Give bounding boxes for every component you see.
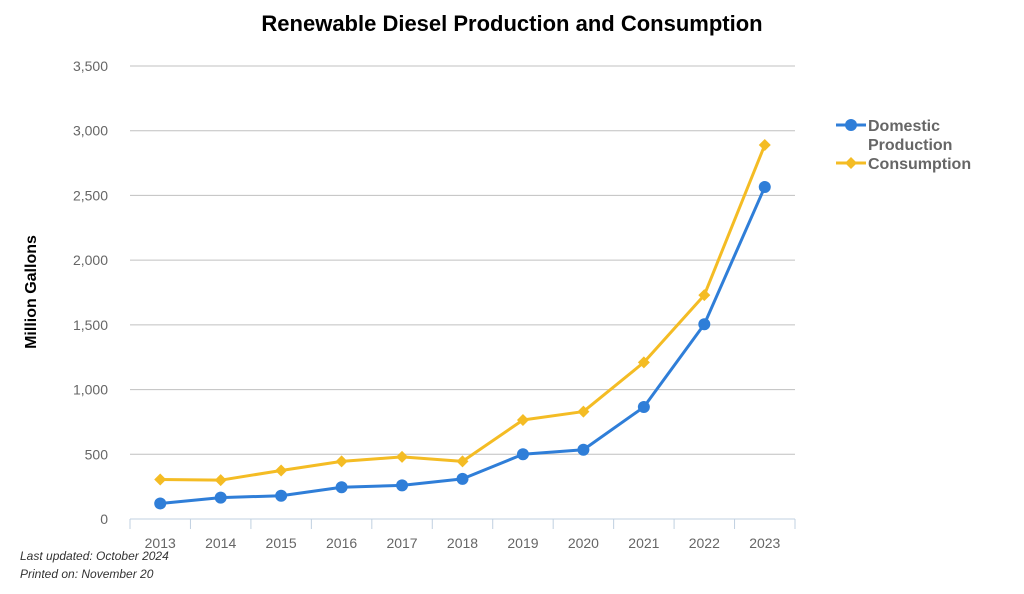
legend-marker [845, 157, 857, 169]
data-point [214, 474, 227, 487]
data-point [698, 318, 711, 331]
data-point [637, 356, 650, 369]
data-point [275, 464, 288, 477]
legend-marker [845, 119, 857, 131]
data-point [456, 455, 469, 468]
y-tick-label: 2,000 [73, 252, 108, 268]
y-tick-label: 2,500 [73, 187, 108, 203]
legend-label: Consumption [868, 156, 971, 173]
data-point [456, 472, 469, 485]
y-tick-label: 0 [100, 511, 108, 527]
x-tick-label: 2015 [266, 535, 297, 551]
y-tick-label: 3,000 [73, 123, 108, 139]
last-updated-note: Last updated: October 2024 [20, 549, 169, 563]
data-point [335, 481, 348, 494]
x-tick-label: 2018 [447, 535, 478, 551]
legend-label: Production [868, 137, 952, 154]
data-point [154, 473, 167, 486]
y-axis-label: Million Gallons [23, 235, 40, 349]
data-point [396, 479, 409, 492]
y-tick-label: 3,500 [73, 58, 108, 74]
series-group [154, 138, 771, 510]
x-tick-label: 2014 [205, 535, 236, 551]
x-axis: 2013 2014 2015 2016 2017 2018 2019 2020 2021 2022… [129, 518, 796, 551]
y-axis-ticks: 0 500 1,000 1,500 2,000 2,500 3,000 3,500 [73, 58, 108, 527]
y-tick-label: 500 [85, 446, 109, 462]
x-tick-label: 2013 [145, 535, 176, 551]
data-point [577, 405, 590, 418]
data-point [335, 455, 348, 468]
x-tick-label: 2017 [386, 535, 417, 551]
legend[interactable]: Domestic Production Consumption [836, 118, 971, 173]
data-point [214, 491, 227, 504]
x-tick-label: 2022 [689, 535, 720, 551]
printed-on-note: Printed on: November 20 [20, 567, 154, 581]
data-point [698, 289, 711, 302]
legend-label: Domestic [868, 118, 940, 135]
x-tick-label: 2019 [507, 535, 538, 551]
data-point [516, 448, 529, 461]
data-point [637, 401, 650, 414]
data-point [758, 138, 771, 151]
y-tick-label: 1,500 [73, 317, 108, 333]
data-point [758, 181, 771, 194]
data-point [396, 450, 409, 463]
y-tick-label: 1,000 [73, 382, 108, 398]
data-point [275, 489, 288, 502]
data-point [516, 413, 529, 426]
gridlines [130, 65, 795, 455]
x-tick-label: 2023 [749, 535, 780, 551]
data-point [154, 497, 167, 510]
data-point [577, 443, 590, 456]
x-tick-label: 2020 [568, 535, 599, 551]
x-tick-label: 2021 [628, 535, 659, 551]
chart-title: Renewable Diesel Production and Consumpt… [261, 11, 762, 36]
x-tick-label: 2016 [326, 535, 357, 551]
